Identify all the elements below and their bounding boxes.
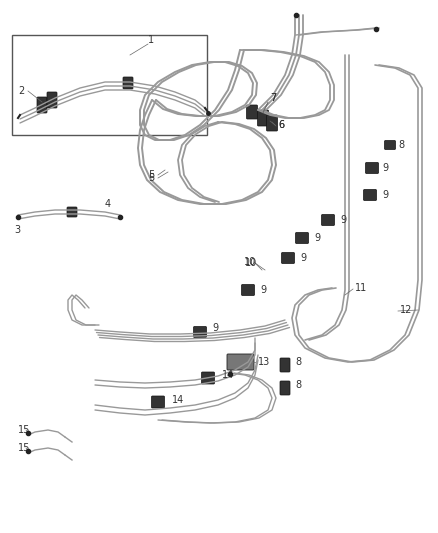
- Text: 9: 9: [314, 233, 320, 243]
- FancyBboxPatch shape: [321, 214, 335, 225]
- Text: 15: 15: [18, 425, 30, 435]
- FancyBboxPatch shape: [280, 381, 290, 395]
- Text: 8: 8: [295, 380, 301, 390]
- Text: 14: 14: [172, 395, 184, 405]
- Text: 3: 3: [14, 225, 20, 235]
- Text: 9: 9: [340, 215, 346, 225]
- FancyBboxPatch shape: [194, 327, 206, 337]
- FancyBboxPatch shape: [241, 285, 254, 295]
- FancyBboxPatch shape: [152, 396, 165, 408]
- FancyBboxPatch shape: [227, 354, 254, 370]
- Bar: [12, 35, 207, 135]
- Text: 11: 11: [355, 283, 367, 293]
- FancyBboxPatch shape: [37, 97, 47, 113]
- Text: 9: 9: [382, 190, 388, 200]
- Text: 8: 8: [295, 357, 301, 367]
- Text: 14: 14: [222, 370, 234, 380]
- Text: 8: 8: [398, 140, 404, 150]
- FancyBboxPatch shape: [282, 253, 294, 263]
- FancyBboxPatch shape: [47, 92, 57, 108]
- FancyBboxPatch shape: [123, 77, 133, 89]
- Text: 10: 10: [244, 257, 256, 267]
- FancyBboxPatch shape: [258, 110, 268, 126]
- Text: 7: 7: [270, 93, 276, 103]
- Text: 13: 13: [258, 357, 270, 367]
- Text: 10: 10: [245, 258, 257, 268]
- FancyBboxPatch shape: [266, 115, 278, 131]
- Text: 6: 6: [278, 120, 284, 130]
- FancyBboxPatch shape: [247, 105, 258, 119]
- FancyBboxPatch shape: [67, 207, 77, 217]
- FancyBboxPatch shape: [364, 190, 377, 200]
- FancyBboxPatch shape: [296, 232, 308, 244]
- Text: 6: 6: [278, 120, 284, 130]
- Text: 12: 12: [400, 305, 412, 315]
- FancyBboxPatch shape: [365, 163, 378, 174]
- Text: 5: 5: [148, 170, 154, 180]
- Text: 9: 9: [382, 163, 388, 173]
- Text: 7: 7: [270, 93, 276, 103]
- Text: 4: 4: [105, 199, 111, 209]
- Text: 1: 1: [148, 35, 154, 45]
- Text: 9: 9: [260, 285, 266, 295]
- FancyBboxPatch shape: [385, 141, 396, 149]
- FancyBboxPatch shape: [280, 358, 290, 372]
- Text: 9: 9: [300, 253, 306, 263]
- Text: 15: 15: [18, 443, 30, 453]
- Text: 5: 5: [148, 173, 154, 183]
- Text: 2: 2: [18, 86, 24, 96]
- Text: 9: 9: [212, 323, 218, 333]
- FancyBboxPatch shape: [201, 372, 215, 384]
